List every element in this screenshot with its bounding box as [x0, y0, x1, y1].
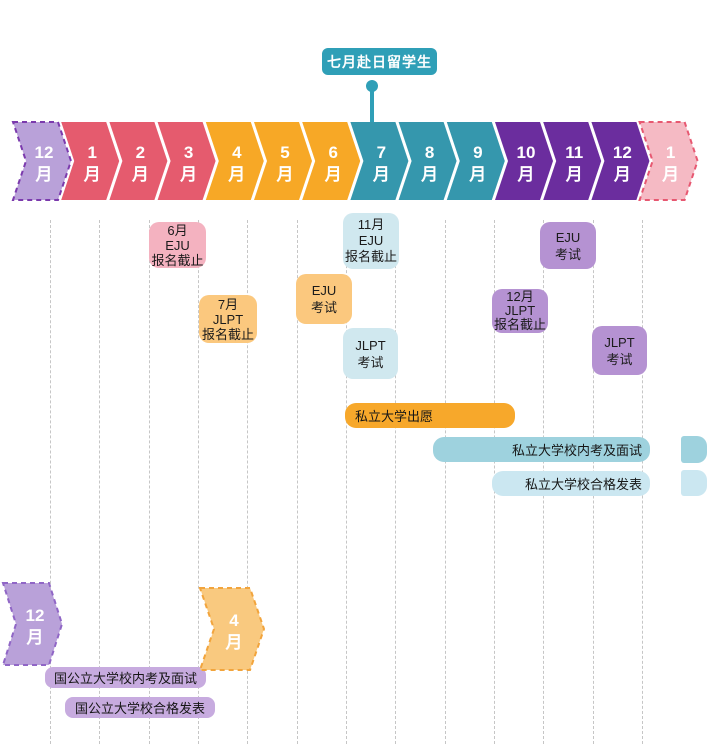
event-line: 考试	[310, 300, 337, 315]
event-eju-nov-deadline: 11月 EJU 报名截止	[343, 213, 399, 269]
event-jlpt-july-deadline: 7月 JLPT 报名截止	[199, 295, 257, 343]
event-line: EJU	[358, 233, 384, 248]
event-line: EJU	[555, 229, 581, 245]
event-jlpt-dec-deadline: 12月 JLPT 报名截止	[492, 289, 548, 333]
event-line: 6月	[167, 222, 188, 238]
event-line: 12月	[506, 289, 534, 304]
event-eju-exam-nov: EJU 考试	[540, 222, 596, 269]
event-line: 考试	[554, 246, 581, 262]
event-jlpt-exam-dec: JLPT 考试	[592, 326, 647, 375]
event-line: JLPT	[212, 311, 244, 327]
event-line: 考试	[606, 351, 633, 367]
month-gridline	[247, 220, 248, 744]
month-label: 11 月	[565, 143, 583, 184]
bar-private-result: 私立大学校合格发表	[492, 471, 650, 496]
pin-line	[370, 88, 374, 124]
chevron-month-dec: 12 月	[11, 121, 73, 201]
bar-private-exam-continuation	[681, 436, 707, 463]
event-line: JLPT	[604, 334, 635, 350]
event-jlpt-exam-july: JLPT 考试	[343, 328, 398, 379]
chevron-month-nov: 11 月	[543, 122, 602, 200]
event-line: 报名截止	[201, 326, 254, 342]
bar-private-result-continuation	[681, 470, 707, 496]
month-gridline	[149, 220, 150, 744]
bar-private-application: 私立大学出愿	[345, 403, 515, 428]
chevron-month-dec2: 12 月	[591, 122, 650, 200]
event-eju-june-deadline: 6月 EJU 报名截止	[149, 222, 206, 268]
month-label: 10 月	[517, 143, 536, 184]
event-line: 11月	[357, 217, 385, 232]
chevron-month-oct: 10 月	[495, 122, 553, 200]
event-line: 考试	[357, 354, 384, 370]
month-label: 12 月	[35, 143, 54, 184]
month-gridline	[198, 220, 199, 744]
event-eju-exam-june: EJU 考试	[296, 274, 352, 324]
month-gridline	[445, 220, 446, 744]
chevron-bottom-dec: 12 月	[1, 582, 64, 666]
event-line: 报名截止	[151, 252, 204, 268]
month-label: 12 月	[26, 606, 45, 647]
month-label: 12 月	[613, 143, 632, 184]
bar-private-exam-interview: 私立大学校内考及面试	[433, 437, 650, 462]
event-line: 报名截止	[344, 249, 397, 264]
month-gridline	[297, 220, 298, 744]
month-gridline	[50, 220, 51, 744]
month-gridline	[346, 220, 347, 744]
event-line: 报名截止	[493, 317, 546, 332]
month-gridline	[99, 220, 100, 744]
event-line: JLPT	[504, 303, 536, 318]
pin-dot-icon	[366, 80, 378, 92]
event-line: EJU	[311, 283, 337, 298]
event-line: 7月	[217, 296, 239, 312]
bar-national-exam-interview: 国公立大学校内考及面试	[45, 667, 206, 688]
month-gridline	[395, 220, 396, 744]
title-banner: 七月赴日留学生	[322, 48, 437, 75]
event-line: JLPT	[355, 337, 386, 353]
bar-national-result: 国公立大学校合格发表	[65, 697, 215, 718]
event-line: EJU	[165, 237, 190, 253]
